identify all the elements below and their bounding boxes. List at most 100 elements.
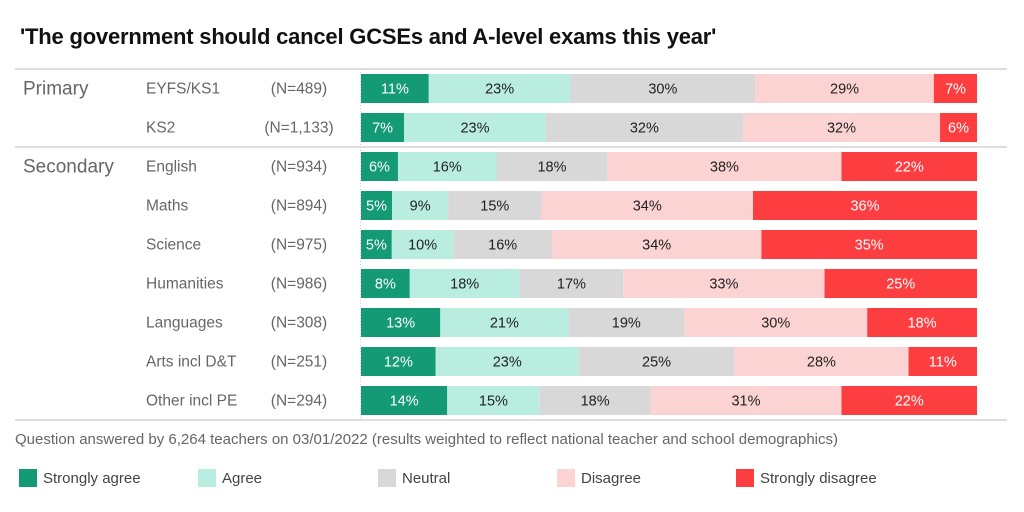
bar-value-label: 25% [886,277,915,293]
bar-segment-neutral [545,113,743,142]
sample-size-label: (N=975) [271,237,327,254]
bar-segment-neutral [568,308,685,337]
bar-value-label: 23% [460,121,489,137]
sample-size-label: (N=986) [271,276,327,293]
bar-segment-neutral [496,152,608,181]
bar-value-label: 15% [479,394,508,410]
category-label: Other incl PE [146,393,237,410]
bar-segment-strongly-disagree [761,230,977,259]
bar-segment-strongly-agree [361,191,393,220]
bar-segment-neutral [578,347,735,376]
bar-value-label: 31% [731,394,760,410]
bar-value-label: 17% [557,277,586,293]
bar-segment-agree [397,152,497,181]
bar-value-label: 36% [850,199,879,215]
bar-segment-strongly-agree [361,230,392,259]
bar-segment-strongly-disagree [753,191,977,220]
bar-row-maths: 5% 9% 15% 34% 36% [361,191,977,220]
bar-segment-agree [435,347,579,376]
bar-segment-disagree [541,191,753,220]
bar-value-label: 38% [710,160,739,176]
sample-size-label: (N=894) [271,198,327,215]
bar-value-label: 5% [366,199,387,215]
category-label: EYFS/KS1 [146,81,220,98]
sample-size-label: (N=1,133) [264,120,333,137]
legend-swatch [19,469,37,487]
bar-value-label: 33% [709,277,738,293]
legend-label: Strongly agree [43,469,141,487]
bar-value-label: 18% [450,277,479,293]
category-label: Languages [146,315,223,332]
bar-value-label: 35% [855,238,884,254]
bar-row-ks2: 7% 23% 32% 32% 6% [361,113,977,142]
legend-item-strongly-agree: Strongly agree [19,469,141,487]
bar-segment-neutral [539,386,651,415]
legend: Strongly agree Agree Neutral Disagree Strong… [19,469,1019,487]
bar-row-other-incl-pe: 14% 15% 18% 31% 22% [361,386,977,415]
category-label: Arts incl D&T [146,354,237,371]
bar-value-label: 12% [384,355,413,371]
bar-segment-disagree [551,230,762,259]
legend-item-disagree: Disagree [557,469,641,487]
legend-swatch [736,469,754,487]
bar-value-label: 6% [948,121,969,137]
bar-value-label: 30% [761,316,790,332]
bar-value-label: 29% [830,82,859,98]
bar-segment-disagree [755,74,934,103]
row-labels: Primary Secondary EYFS/KS1 (N=489) KS2 (N=1,1… [23,79,334,410]
bar-segment-strongly-disagree [908,347,977,376]
bar-value-label: 18% [537,160,566,176]
category-label: English [146,159,197,176]
bar-value-label: 8% [375,277,396,293]
bar-value-label: 5% [366,238,387,254]
legend-swatch [378,469,396,487]
bar-segment-strongly-agree [361,347,436,376]
bar-segment-disagree [742,113,941,142]
bar-value-label: 10% [408,238,437,254]
bar-segment-agree [447,386,540,415]
legend-label: Strongly disagree [760,469,877,487]
bar-segment-strongly-disagree [940,113,977,142]
bar-segment-neutral [519,269,624,298]
category-label: Science [146,237,201,254]
sample-size-label: (N=294) [271,393,327,410]
bar-segment-disagree [607,152,842,181]
sample-size-label: (N=934) [271,159,327,176]
bar-value-label: 13% [386,316,415,332]
bar-value-label: 34% [633,199,662,215]
bar-value-label: 34% [642,238,671,254]
bar-value-label: 7% [945,82,966,98]
bar-value-label: 6% [369,160,390,176]
legend-swatch [557,469,575,487]
bar-segment-strongly-disagree [841,152,977,181]
bar-segment-neutral [570,74,756,103]
bar-value-label: 16% [488,238,517,254]
group-label: Secondary [23,157,114,178]
bar-value-label: 11% [929,355,957,371]
bar-value-label: 23% [493,355,522,371]
bar-segment-strongly-agree [361,152,398,181]
bar-value-label: 9% [410,199,431,215]
bar-value-label: 23% [485,82,514,98]
bar-value-label: 16% [433,160,462,176]
legend-item-agree: Agree [198,469,262,487]
bar-value-label: 11% [381,82,409,98]
bar-value-label: 30% [648,82,677,98]
bar-segment-agree [440,308,569,337]
bar-segment-strongly-agree [361,308,441,337]
bar-segment-strongly-agree [361,113,405,142]
legend-label: Neutral [402,469,451,487]
bar-segment-agree [404,113,546,142]
bar-segment-strongly-disagree [841,386,977,415]
bar-row-humanities: 8% 18% 17% 33% 25% [361,269,977,298]
bar-segment-disagree [734,347,909,376]
sample-size-label: (N=489) [271,81,327,98]
sample-size-label: (N=308) [271,315,327,332]
bar-value-label: 22% [895,394,924,410]
bar-value-label: 19% [612,316,641,332]
bar-value-label: 22% [895,160,924,176]
bar-value-label: 32% [630,121,659,137]
footnote: Question answered by 6,264 teachers on 0… [15,431,839,448]
bar-value-label: 25% [642,355,671,371]
